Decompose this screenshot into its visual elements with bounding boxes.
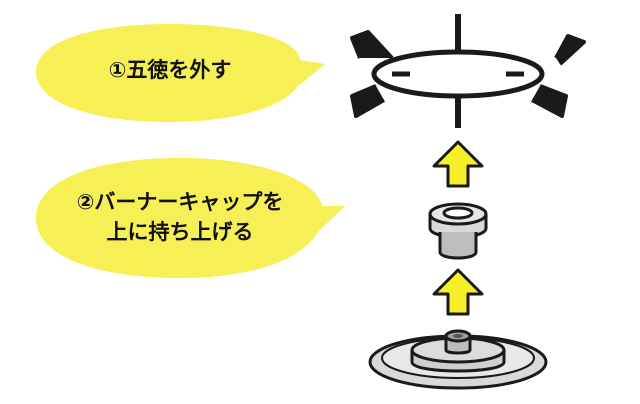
gotoku-grate-icon (350, 14, 586, 128)
step2-instruction-line2: 上に持ち上げる (106, 220, 254, 244)
up-arrow-icon-1 (432, 140, 484, 188)
step1-instruction: ①五徳を外す (108, 58, 232, 82)
speech-bubble-step2 (36, 158, 345, 278)
speech-bubble-step1 (36, 24, 325, 122)
step2-instruction-line1: ②バーナーキャップを (76, 190, 284, 214)
step2-instruction: ②バーナーキャップを 上に持ち上げる (60, 187, 300, 247)
up-arrow-icon-2 (432, 268, 484, 316)
burner-base-icon (368, 329, 548, 390)
burner-cap-icon (428, 202, 488, 260)
